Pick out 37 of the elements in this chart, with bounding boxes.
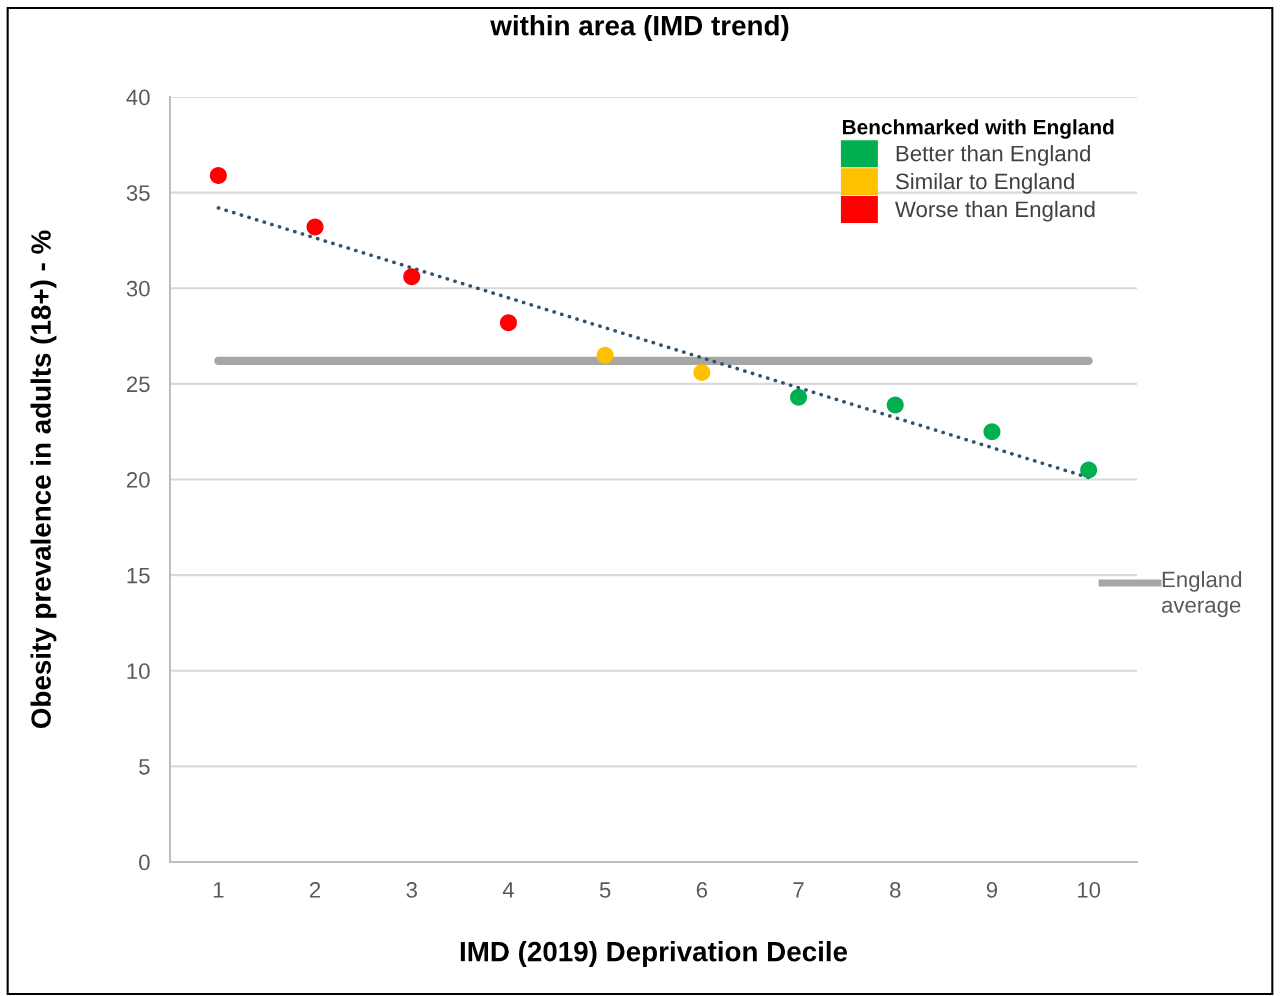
point — [886, 396, 904, 414]
y-tick-label: 15 — [127, 567, 150, 584]
legend-label: Worse than England — [895, 200, 1095, 222]
y-tick-label: 5 — [139, 759, 150, 775]
x-tick-label: 3 — [406, 882, 417, 898]
point — [499, 314, 517, 332]
x-tick-label: 1 — [213, 882, 224, 898]
legend-label: Similar to England — [895, 172, 1074, 194]
y-axis-title: Obesity prevalence in adults (18+) - % — [30, 230, 57, 729]
point — [306, 218, 324, 236]
y-tick-label: 30 — [126, 280, 150, 297]
x-tick-label: 4 — [502, 882, 514, 898]
point — [693, 363, 711, 381]
legend-label: England average — [1161, 571, 1242, 618]
y-tick-label: 25 — [126, 376, 150, 393]
x-tick-label: 8 — [890, 882, 901, 898]
legend-label: Better than England — [896, 145, 1090, 166]
x-tick-label: 9 — [986, 882, 998, 898]
y-tick-label: 0 — [139, 854, 150, 871]
y-tick-label: 10 — [127, 663, 150, 680]
x-tick-label: 2 — [309, 882, 321, 898]
point — [983, 423, 1001, 441]
y-tick-label: 40 — [126, 89, 150, 106]
x-tick-label: 10 — [1077, 882, 1101, 898]
point — [209, 166, 227, 184]
x-tick-label: 7 — [793, 882, 804, 898]
x-tick-label: 5 — [599, 882, 611, 898]
y-tick-label: 20 — [126, 472, 150, 488]
point — [790, 388, 808, 406]
chart-title: within area (IMD trend) — [490, 15, 789, 41]
point — [403, 268, 421, 286]
point — [596, 346, 614, 364]
point — [1080, 461, 1098, 479]
x-axis-title: IMD (2019) Deprivation Decile — [460, 941, 848, 967]
y-tick-label: 35 — [126, 185, 150, 201]
legend-title: Benchmarked with England — [842, 119, 1114, 139]
x-tick-label: 6 — [696, 882, 708, 898]
